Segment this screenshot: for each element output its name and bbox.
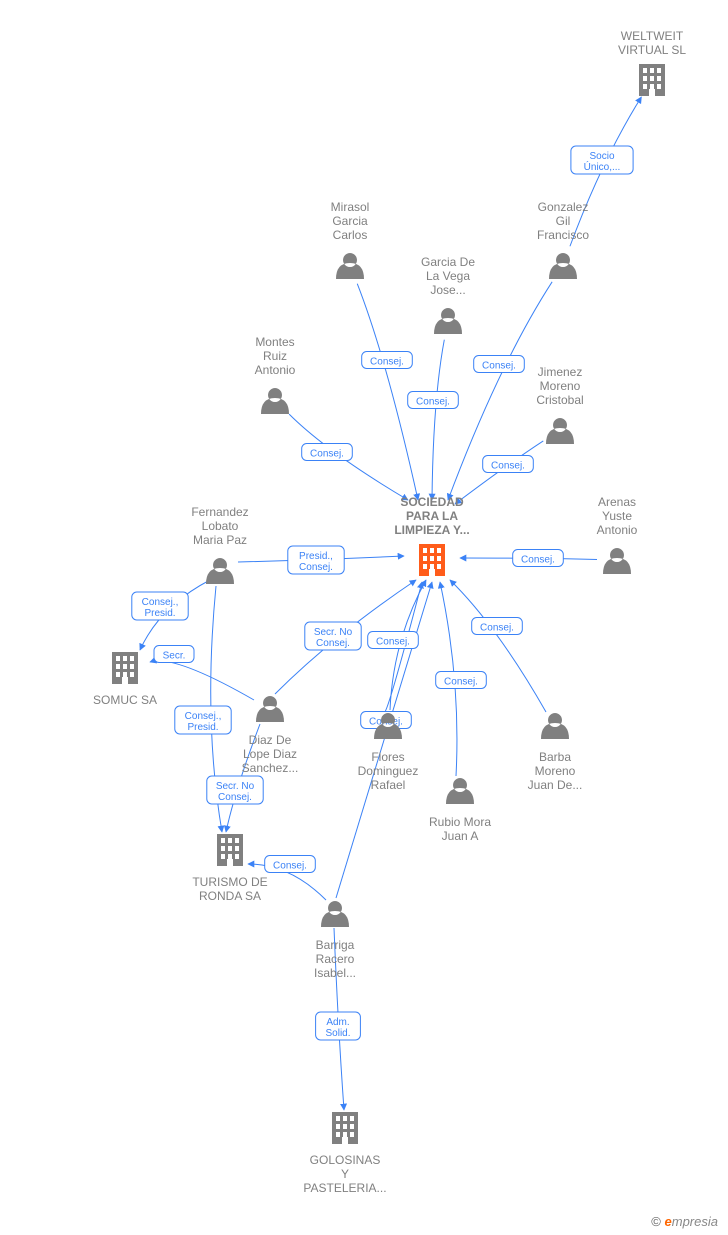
person-node[interactable] — [546, 418, 574, 444]
edge-label: Adm.Solid. — [325, 1017, 350, 1039]
person-node[interactable] — [541, 713, 569, 739]
node-label: JimenezMorenoCristobal — [536, 365, 583, 407]
node-label: GOLOSINASYPASTELERIA... — [303, 1153, 386, 1195]
edge — [432, 340, 444, 500]
copyright: © empresia — [651, 1214, 718, 1229]
copyright-symbol: © — [651, 1214, 661, 1229]
node-label: MirasolGarciaCarlos — [331, 200, 370, 242]
edge — [150, 661, 254, 700]
edge-label: Consej. — [491, 461, 525, 472]
edge-label-layer: SocioÚnico,...Consej.Consej.Consej.Conse… — [132, 146, 633, 1040]
node-label: TURISMO DERONDA SA — [192, 875, 267, 903]
edge-label: Secr. — [163, 651, 186, 662]
edge-label: Consej.,Presid. — [185, 711, 222, 733]
building-node[interactable] — [217, 834, 243, 866]
brand-e: e — [665, 1214, 672, 1229]
edge-label: Secr. NoConsej. — [314, 627, 353, 649]
node-label: BarbaMorenoJuan De... — [528, 750, 583, 792]
edge — [357, 284, 418, 500]
node-label: BarrigaRaceroIsabel... — [314, 938, 356, 980]
node-label: GonzalezGilFrancisco — [537, 200, 589, 242]
edge-layer — [140, 97, 641, 1110]
edge-label: Consej. — [480, 623, 514, 634]
node-label: WELTWEITVIRTUAL SL — [618, 29, 686, 57]
person-node[interactable] — [321, 901, 349, 927]
edge-label: Presid.,Consej. — [299, 551, 333, 573]
edge-label: Secr. NoConsej. — [216, 781, 255, 803]
edge-label: Consej. — [521, 555, 555, 566]
edge-label: Consej. — [376, 637, 410, 648]
edge-label: Consej. — [416, 397, 450, 408]
edge — [450, 580, 546, 712]
person-node[interactable] — [603, 548, 631, 574]
node-label: Rubio MoraJuan A — [429, 815, 491, 843]
person-node[interactable] — [206, 558, 234, 584]
building-node[interactable] — [112, 652, 138, 684]
building-node[interactable] — [639, 64, 665, 96]
node-label: ArenasYusteAntonio — [597, 495, 638, 537]
center-node[interactable] — [419, 544, 445, 576]
person-node[interactable] — [434, 308, 462, 334]
brand-rest: mpresia — [672, 1214, 718, 1229]
node-label: SOCIEDADPARA LALIMPIEZA Y... — [394, 495, 469, 537]
person-node[interactable] — [549, 253, 577, 279]
edge-label: Consej.,Presid. — [142, 597, 179, 619]
node-label: Garcia DeLa VegaJose... — [421, 255, 475, 297]
person-node[interactable] — [256, 696, 284, 722]
person-node[interactable] — [336, 253, 364, 279]
node-label: FernandezLobatoMaria Paz — [191, 505, 248, 547]
node-label: Diaz DeLope DiazSanchez... — [242, 733, 299, 775]
network-diagram: SocioÚnico,...Consej.Consej.Consej.Conse… — [0, 0, 728, 1235]
edge-label: Consej. — [273, 861, 307, 872]
edge-label: Consej. — [444, 677, 478, 688]
person-node[interactable] — [261, 388, 289, 414]
edge-label: Consej. — [482, 361, 516, 372]
node-label: SOMUC SA — [93, 693, 157, 707]
node-label: MontesRuizAntonio — [255, 335, 296, 377]
node-label: FloresDominguezRafael — [358, 750, 419, 792]
building-node[interactable] — [332, 1112, 358, 1144]
edge-label: Consej. — [370, 357, 404, 368]
edge-label: Consej. — [310, 449, 344, 460]
person-node[interactable] — [446, 778, 474, 804]
